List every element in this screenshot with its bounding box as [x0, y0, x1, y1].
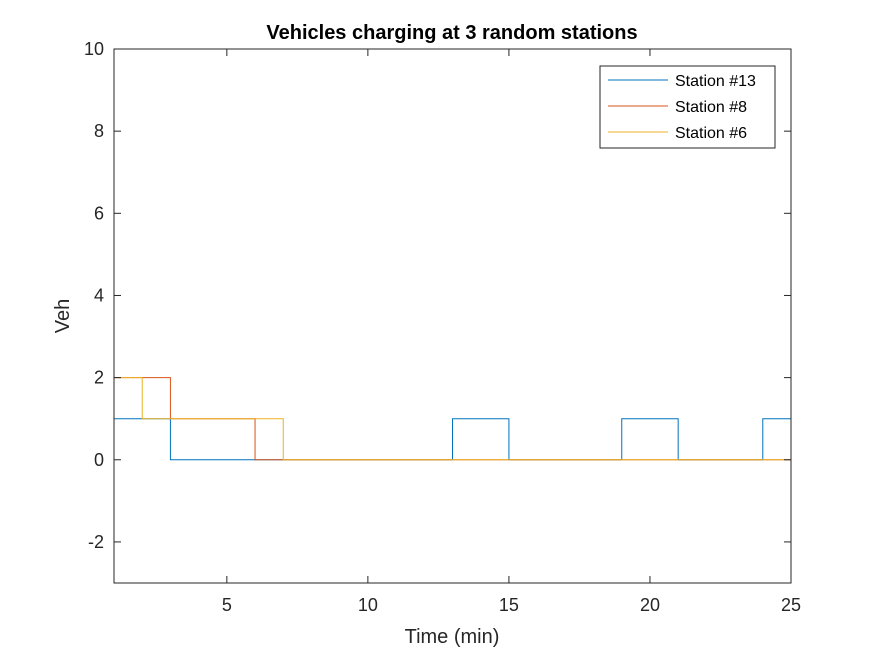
y-tick-label: 10: [84, 39, 104, 59]
series-layer: [114, 377, 792, 461]
chart-title: Vehicles charging at 3 random stations: [266, 22, 637, 44]
ticks-layer: 5 10 15 20 25 -2 0 2 4 6 8 10: [84, 39, 801, 615]
x-tick-label: 20: [640, 595, 660, 615]
y-tick-label: 4: [94, 285, 104, 305]
y-tick-label: 0: [94, 450, 104, 470]
y-tick-label: 8: [94, 121, 104, 141]
y-tick-label: 6: [94, 203, 104, 223]
x-tick-label: 10: [358, 595, 378, 615]
y-axis-label: Veh: [52, 299, 74, 333]
x-tick-label: 25: [781, 595, 801, 615]
x-tick-label: 5: [222, 595, 232, 615]
series-line-station-6: [114, 377, 791, 461]
legend-label-station-13: Station #13: [675, 73, 756, 90]
x-tick-label: 15: [499, 595, 519, 615]
y-tick-label: 2: [94, 368, 104, 388]
legend-label-station-6: Station #6: [675, 125, 747, 142]
axes-box: [113, 48, 792, 584]
legend-entry-station-6[interactable]: Station #6: [608, 125, 747, 142]
x-axis-label: Time (min): [405, 626, 500, 648]
legend-entry-station-13[interactable]: Station #13: [608, 73, 756, 90]
legend-label-station-8: Station #8: [675, 99, 747, 116]
legend[interactable]: Station #13 Station #8 Station #6: [599, 65, 776, 149]
legend-entry-station-8[interactable]: Station #8: [608, 99, 747, 116]
y-tick-label: -2: [88, 532, 104, 552]
